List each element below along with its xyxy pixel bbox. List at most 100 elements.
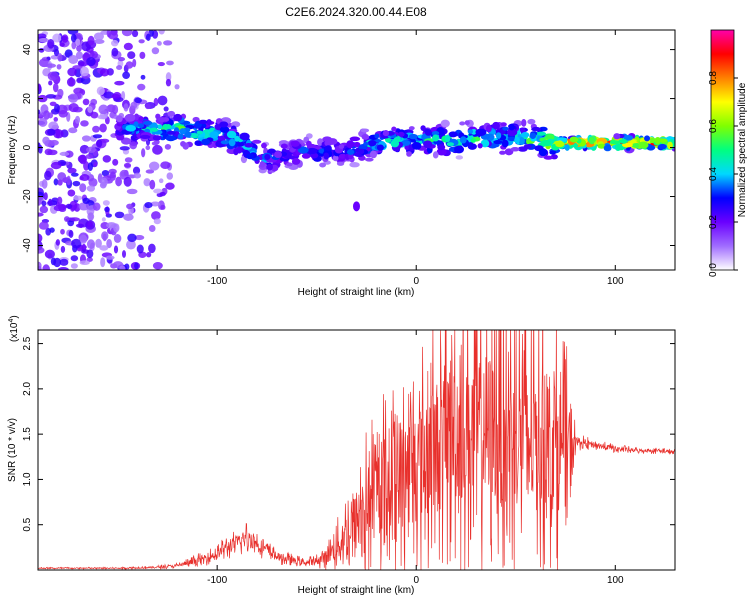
- heatmap-cell: [87, 106, 93, 113]
- heatmap-cell: [162, 123, 172, 130]
- heatmap-cell: [85, 153, 94, 160]
- heatmap-cell: [123, 103, 129, 112]
- heatmap-cell: [194, 140, 202, 146]
- heatmap-cell: [87, 221, 93, 228]
- heatmap-cell: [100, 177, 108, 187]
- heatmap-cell: [220, 140, 230, 145]
- chart-title: C2E6.2024.320.00.44.E08: [285, 5, 427, 19]
- colorbar-tick-label: 0.6: [708, 119, 719, 133]
- heatmap-cell: [145, 145, 151, 151]
- heatmap-cell: [349, 162, 360, 168]
- heatmap-cell: [82, 98, 90, 106]
- heatmap-cell: [149, 179, 156, 190]
- heatmap-cell: [93, 161, 98, 167]
- heatmap-cell: [125, 61, 134, 69]
- heatmap-cell: [514, 136, 520, 144]
- heatmap-cell: [603, 144, 612, 152]
- heatmap-y-tick-label: -40: [22, 238, 33, 253]
- heatmap-cell: [564, 144, 570, 151]
- heatmap-cell: [47, 112, 54, 119]
- heatmap-cell: [53, 178, 59, 186]
- heatmap-cell: [629, 139, 637, 145]
- heatmap-cell: [150, 127, 159, 132]
- heatmap-cell: [113, 234, 122, 243]
- heatmap-cell: [518, 137, 525, 145]
- heatmap-cell: [101, 231, 109, 241]
- heatmap-cell: [57, 53, 63, 62]
- heatmap-cell: [144, 201, 153, 209]
- heatmap-cell: [116, 134, 125, 141]
- heatmap-cell: [376, 144, 384, 151]
- heatmap-cell: [47, 71, 59, 81]
- heatmap-cell: [55, 239, 61, 246]
- heatmap-cell: [102, 200, 110, 206]
- heatmap-cell: [361, 133, 370, 140]
- heatmap-cell: [324, 139, 333, 147]
- heatmap-cell: [54, 103, 60, 113]
- heatmap-cell: [228, 138, 236, 147]
- heatmap-cell: [81, 249, 90, 254]
- heatmap-cell: [89, 51, 98, 59]
- heatmap-cell: [349, 136, 361, 142]
- heatmap-cell: [123, 42, 133, 51]
- heatmap-cell: [400, 139, 411, 147]
- heatmap-cell: [164, 143, 172, 150]
- heatmap-cell: [152, 144, 163, 155]
- heatmap-cell: [68, 93, 79, 103]
- heatmap-cell: [75, 51, 83, 60]
- heatmap-cell: [264, 153, 271, 161]
- heatmap-cell: [133, 121, 139, 128]
- heatmap-cell: [235, 146, 243, 154]
- heatmap-cell: [41, 179, 48, 189]
- heatmap-y-tick-label: 20: [22, 93, 33, 105]
- heatmap-cell: [42, 136, 50, 145]
- heatmap-cell: [358, 148, 365, 155]
- heatmap-cell: [423, 140, 433, 149]
- heatmap-cell: [48, 80, 53, 86]
- heatmap-cell: [152, 135, 162, 141]
- heatmap-cell: [81, 135, 91, 142]
- heatmap-cell: [78, 61, 88, 67]
- heatmap-cell: [159, 191, 166, 197]
- heatmap-cell: [459, 136, 467, 144]
- heatmap-cell: [540, 140, 552, 146]
- heatmap-cell: [123, 176, 132, 187]
- heatmap-cell: [125, 125, 137, 132]
- heatmap-cell: [448, 131, 458, 138]
- heatmap-cell: [86, 185, 96, 192]
- heatmap-cell: [145, 103, 151, 110]
- heatmap-cell: [47, 149, 58, 156]
- heatmap-cell: [126, 188, 138, 195]
- heatmap-cell: [75, 38, 81, 46]
- heatmap-cell: [77, 154, 87, 163]
- heatmap-cell: [638, 141, 649, 149]
- heatmap-cell: [278, 140, 289, 145]
- heatmap-cell: [96, 86, 105, 96]
- heatmap-cell: [66, 175, 71, 186]
- colorbar-tick-label: 0.0: [708, 263, 719, 277]
- heatmap-cell: [163, 106, 169, 112]
- heatmap-cell: [68, 103, 79, 113]
- heatmap-cell: [132, 166, 141, 175]
- heatmap-cell: [323, 152, 330, 160]
- heatmap-cell: [123, 162, 132, 168]
- heatmap-cell: [261, 142, 267, 149]
- heatmap-cell: [43, 192, 48, 201]
- heatmap-cell: [157, 124, 163, 130]
- heatmap-cell: [55, 128, 61, 139]
- heatmap-cell: [286, 162, 293, 167]
- heatmap-cell: [112, 104, 119, 115]
- heatmap-cell: [88, 177, 98, 187]
- heatmap-cell: [153, 139, 160, 145]
- heatmap-cell: [143, 178, 151, 187]
- heatmap-cell: [70, 172, 79, 177]
- heatmap-cell: [78, 202, 90, 211]
- heatmap-cell: [259, 161, 266, 168]
- heatmap-cell: [79, 144, 90, 154]
- heatmap-cell: [492, 121, 500, 130]
- heatmap-cell: [363, 141, 369, 146]
- heatmap-cell: [234, 135, 240, 142]
- heatmap-cell: [555, 141, 565, 148]
- snr-x-tick-label: 100: [607, 575, 624, 586]
- heatmap-cell: [73, 195, 83, 201]
